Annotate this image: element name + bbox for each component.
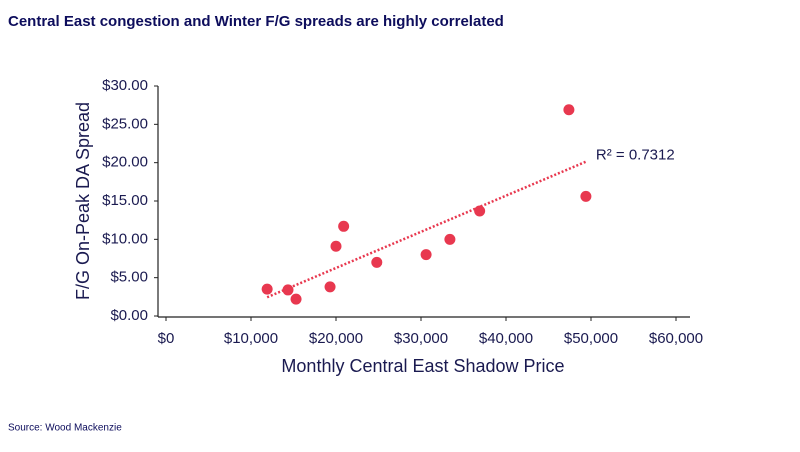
x-tick-label: $50,000 bbox=[564, 330, 618, 347]
point bbox=[324, 281, 336, 293]
y-tick-label: $0.00 bbox=[110, 307, 148, 324]
y-tick-label: $25.00 bbox=[102, 115, 148, 132]
point bbox=[371, 256, 383, 268]
x-tick-label: $10,000 bbox=[224, 330, 278, 347]
point bbox=[420, 249, 432, 261]
source: Source: Wood Mackenzie bbox=[8, 423, 122, 434]
x-tick-label: $40,000 bbox=[479, 330, 533, 347]
y-tick-label: $20.00 bbox=[102, 154, 148, 171]
point bbox=[580, 190, 592, 202]
point bbox=[474, 205, 486, 217]
y-tick-label: $30.00 bbox=[102, 77, 148, 94]
x-axis-title: Monthly Central East Shadow Price bbox=[281, 356, 564, 376]
y-axis-title: F/G On-Peak DA Spread bbox=[73, 102, 93, 300]
point bbox=[563, 104, 575, 116]
y-tick-label: $15.00 bbox=[102, 192, 148, 209]
point bbox=[444, 233, 456, 245]
trendline-label: R² = 0.7312 bbox=[596, 147, 675, 164]
y-tick-label: $10.00 bbox=[102, 230, 148, 247]
point bbox=[261, 283, 273, 295]
point bbox=[290, 293, 302, 305]
x-tick-label: $20,000 bbox=[309, 330, 363, 347]
x-tick-label: $30,000 bbox=[394, 330, 448, 347]
trendline bbox=[266, 160, 587, 299]
point bbox=[330, 240, 342, 252]
x-tick-label: $60,000 bbox=[649, 330, 703, 347]
chart-title: Central East congestion and Winter F/G s… bbox=[8, 13, 504, 30]
point bbox=[282, 284, 294, 296]
point bbox=[338, 220, 350, 232]
x-tick-label: $0 bbox=[158, 330, 175, 347]
y-tick-label: $5.00 bbox=[110, 269, 148, 286]
